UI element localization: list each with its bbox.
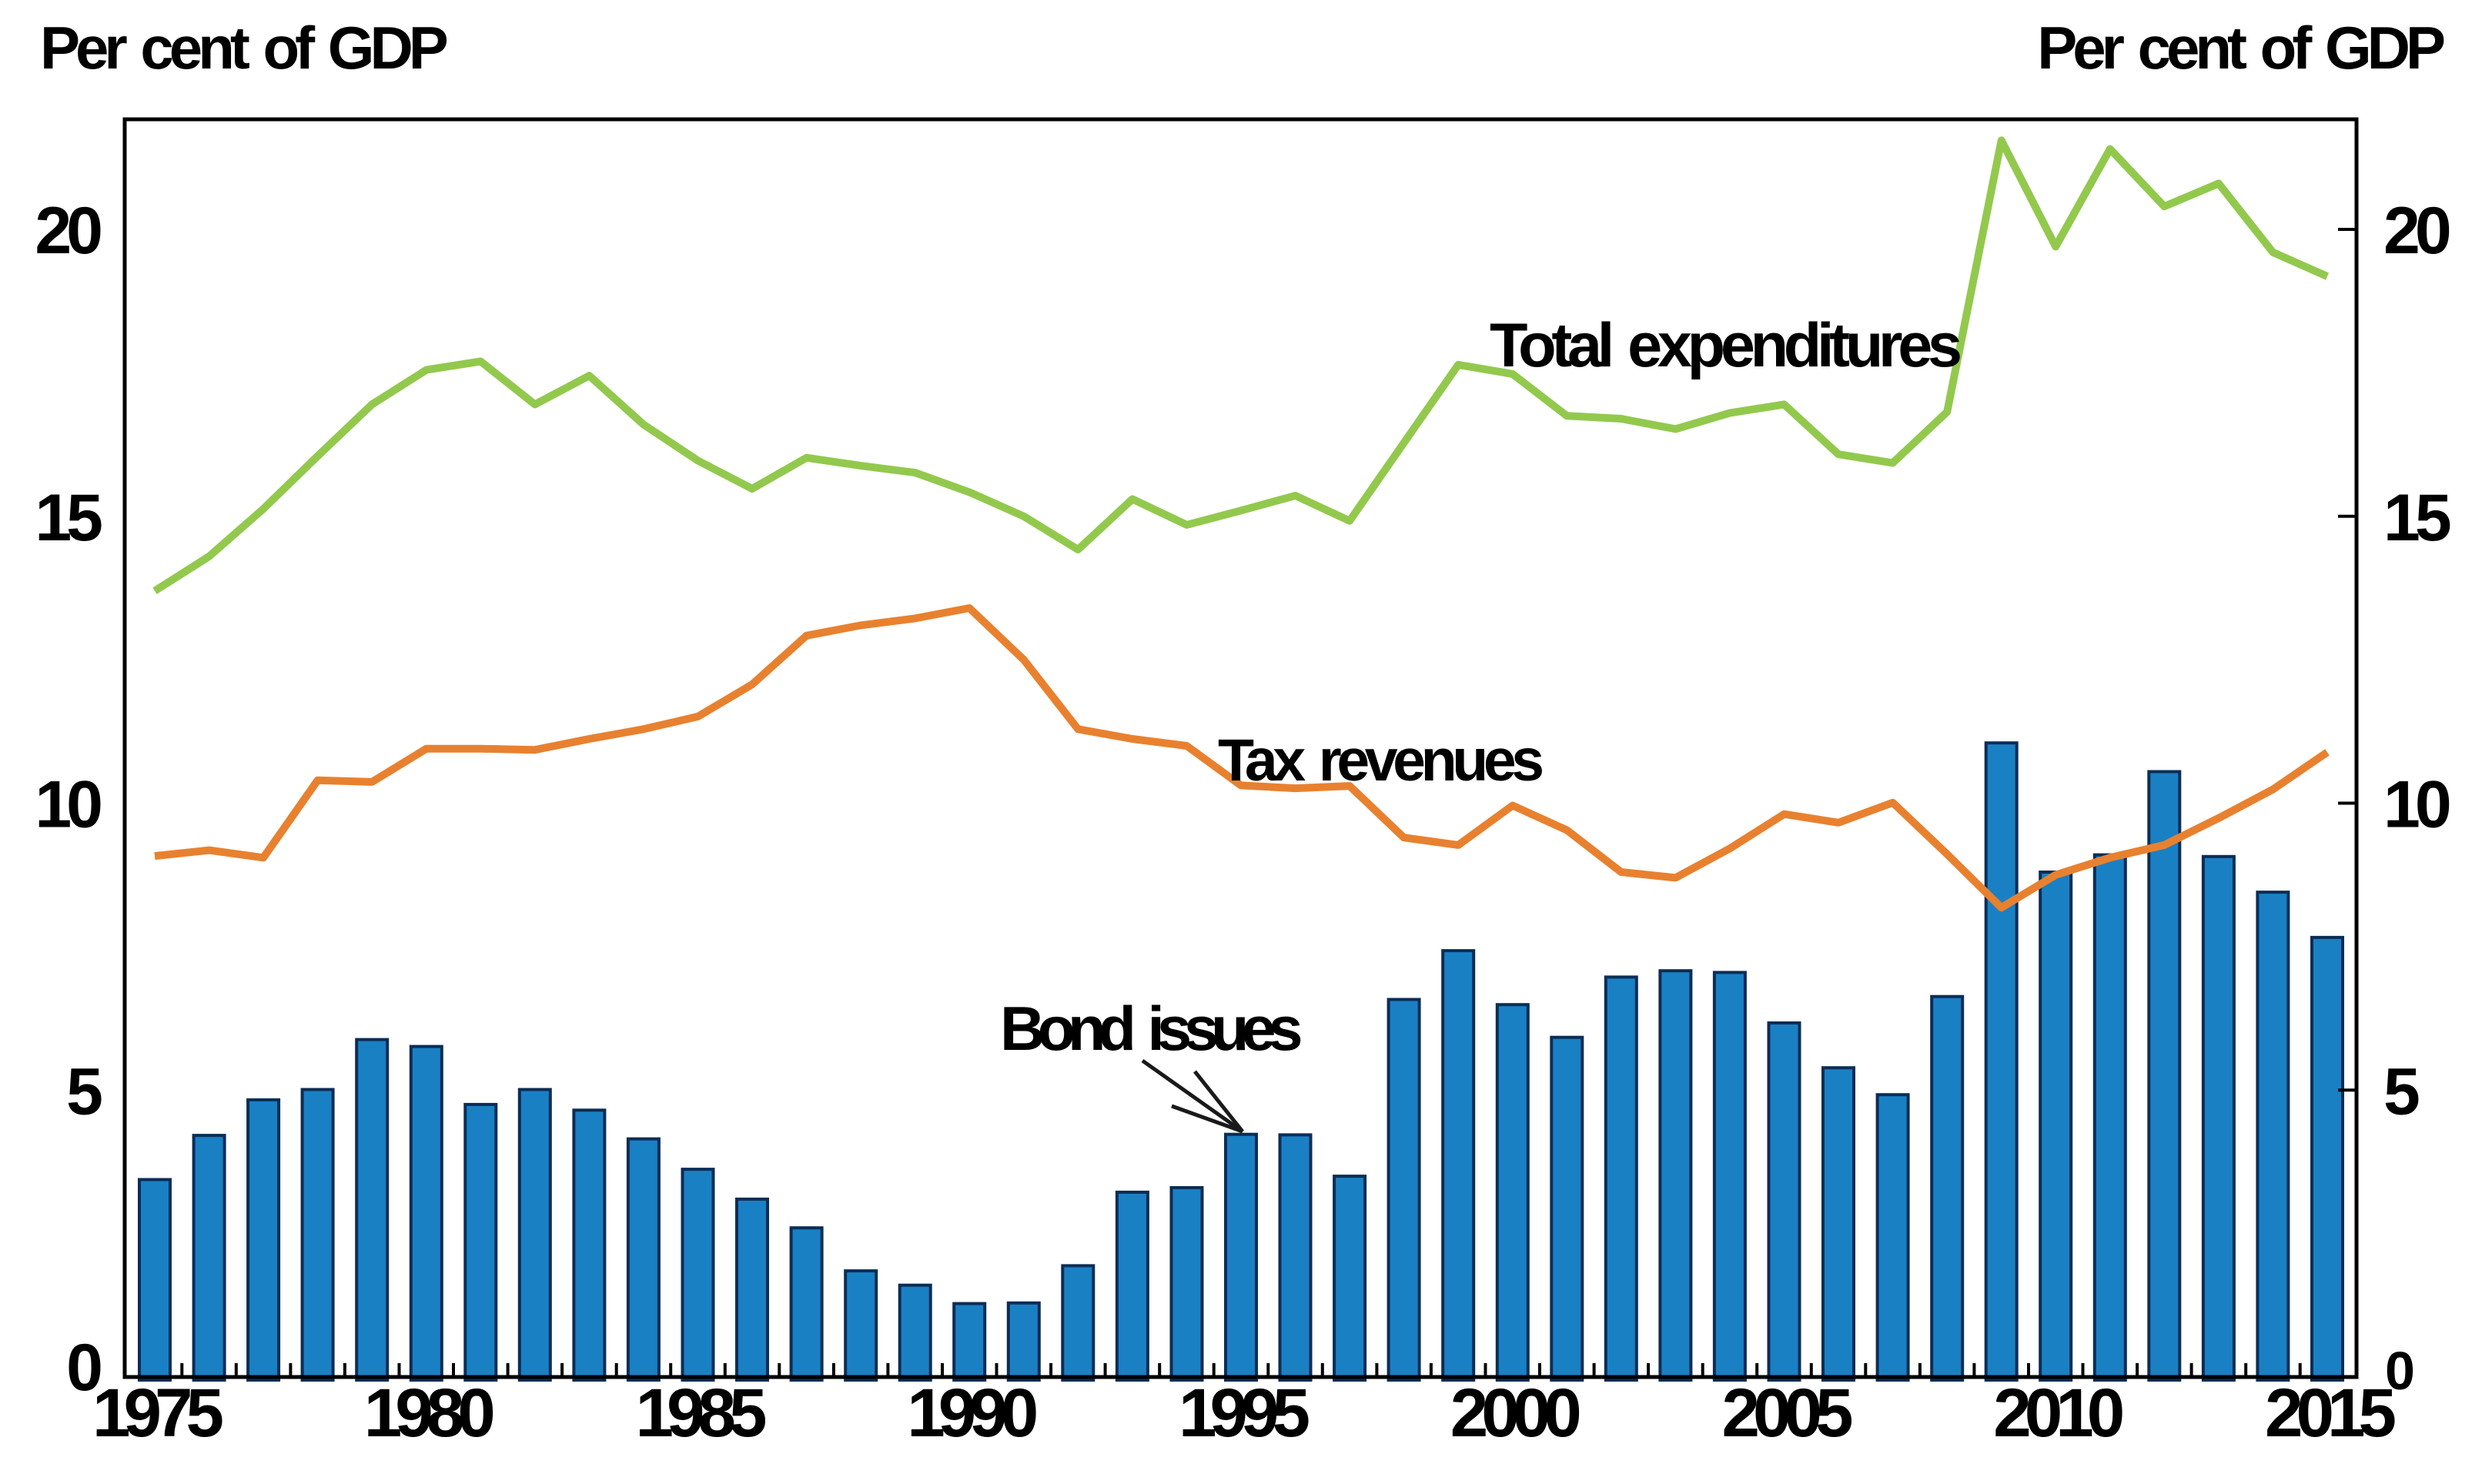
svg-text:2015: 2015 — [2265, 1374, 2395, 1451]
svg-text:1985: 1985 — [636, 1374, 766, 1451]
svg-text:Tax revenues: Tax revenues — [1218, 727, 1542, 794]
svg-text:10: 10 — [2383, 768, 2450, 842]
svg-text:5: 5 — [2383, 1055, 2419, 1128]
svg-text:1980: 1980 — [364, 1374, 493, 1451]
svg-text:Bond issues: Bond issues — [1000, 994, 1301, 1064]
svg-text:2010: 2010 — [1993, 1374, 2122, 1451]
svg-text:2000: 2000 — [1450, 1374, 1579, 1451]
svg-text:1990: 1990 — [907, 1374, 1035, 1451]
svg-text:5: 5 — [66, 1055, 102, 1128]
svg-text:15: 15 — [2383, 481, 2450, 555]
svg-text:Per cent of GDP: Per cent of GDP — [2037, 14, 2444, 82]
svg-text:Per cent of GDP: Per cent of GDP — [40, 14, 447, 82]
svg-text:2005: 2005 — [1722, 1374, 1852, 1451]
svg-text:15: 15 — [35, 481, 102, 555]
svg-text:20: 20 — [35, 194, 101, 268]
svg-text:20: 20 — [2383, 194, 2450, 268]
svg-text:10: 10 — [35, 768, 101, 842]
svg-text:1975: 1975 — [92, 1374, 222, 1451]
svg-text:1995: 1995 — [1179, 1374, 1309, 1451]
svg-text:Total expenditures: Total expenditures — [1490, 311, 1960, 380]
